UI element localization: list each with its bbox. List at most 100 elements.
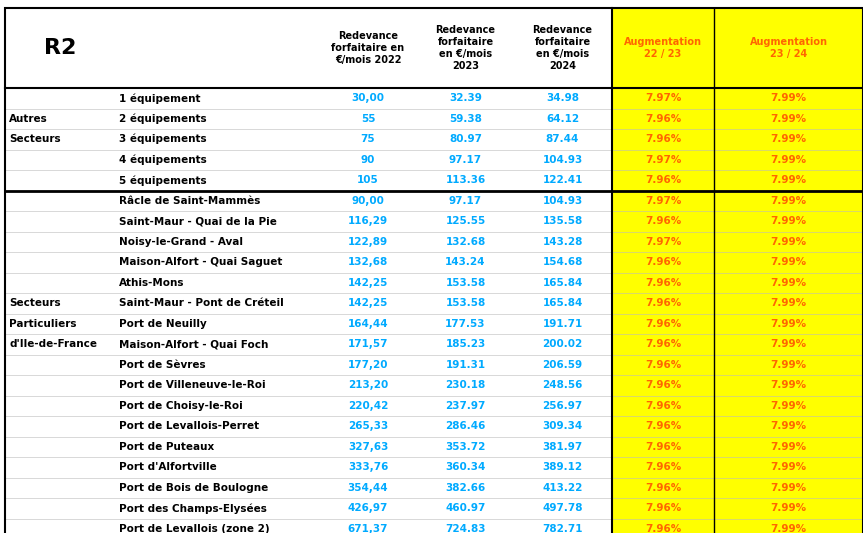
Text: 7.96%: 7.96% bbox=[645, 134, 681, 144]
Text: Autres: Autres bbox=[9, 114, 47, 124]
Text: 4 équipements: 4 équipements bbox=[119, 155, 207, 165]
Text: 7.99%: 7.99% bbox=[771, 216, 807, 226]
Text: 165.84: 165.84 bbox=[542, 298, 583, 308]
Text: 153.58: 153.58 bbox=[445, 298, 486, 308]
Text: 177.53: 177.53 bbox=[445, 319, 486, 329]
Text: 142,25: 142,25 bbox=[348, 278, 388, 288]
Text: 7.99%: 7.99% bbox=[771, 237, 807, 247]
Text: 7.96%: 7.96% bbox=[645, 503, 681, 513]
Text: 113.36: 113.36 bbox=[445, 175, 486, 185]
Text: 191.71: 191.71 bbox=[542, 319, 583, 329]
Text: 90,00: 90,00 bbox=[351, 196, 384, 206]
Text: 116,29: 116,29 bbox=[348, 216, 388, 226]
Text: 7.96%: 7.96% bbox=[645, 421, 681, 431]
Text: 497.78: 497.78 bbox=[542, 503, 583, 513]
Text: Maison-Alfort - Quai Saguet: Maison-Alfort - Quai Saguet bbox=[119, 257, 282, 267]
Text: 230.18: 230.18 bbox=[445, 380, 486, 390]
Text: Noisy-le-Grand - Aval: Noisy-le-Grand - Aval bbox=[119, 237, 243, 247]
Text: Port des Champs-Elysées: Port des Champs-Elysées bbox=[119, 503, 267, 513]
Text: 360.34: 360.34 bbox=[445, 462, 486, 472]
Text: 125.55: 125.55 bbox=[445, 216, 486, 226]
Text: Port de Bois de Boulogne: Port de Bois de Boulogne bbox=[119, 483, 268, 492]
Text: 7.99%: 7.99% bbox=[771, 319, 807, 329]
Text: 220,42: 220,42 bbox=[348, 401, 388, 411]
Text: 7.99%: 7.99% bbox=[771, 93, 807, 103]
Text: 389.12: 389.12 bbox=[543, 462, 583, 472]
Text: 7.96%: 7.96% bbox=[645, 339, 681, 349]
Text: 97.17: 97.17 bbox=[449, 196, 482, 206]
Text: Saint-Maur - Quai de la Pie: Saint-Maur - Quai de la Pie bbox=[119, 216, 277, 226]
Text: 104.93: 104.93 bbox=[542, 155, 583, 165]
Text: 382.66: 382.66 bbox=[445, 483, 486, 492]
Text: 7.99%: 7.99% bbox=[771, 114, 807, 124]
Text: 7.96%: 7.96% bbox=[645, 462, 681, 472]
Text: 248.56: 248.56 bbox=[542, 380, 583, 390]
Text: 7.99%: 7.99% bbox=[771, 503, 807, 513]
Text: 237.97: 237.97 bbox=[445, 401, 486, 411]
Text: Port de Sèvres: Port de Sèvres bbox=[119, 360, 205, 370]
Text: 309.34: 309.34 bbox=[542, 421, 583, 431]
Text: 200.02: 200.02 bbox=[542, 339, 583, 349]
Text: Port de Neuilly: Port de Neuilly bbox=[119, 319, 207, 329]
Text: 32.39: 32.39 bbox=[449, 93, 482, 103]
Text: 256.97: 256.97 bbox=[542, 401, 583, 411]
Text: 7.97%: 7.97% bbox=[645, 93, 681, 103]
Text: Redevance
forfaitaire en
€/mois 2022: Redevance forfaitaire en €/mois 2022 bbox=[331, 31, 405, 65]
Text: 75: 75 bbox=[361, 134, 375, 144]
Text: 782.71: 782.71 bbox=[542, 524, 583, 533]
Text: 7.99%: 7.99% bbox=[771, 175, 807, 185]
Text: 97.17: 97.17 bbox=[449, 155, 482, 165]
Text: 1 équipement: 1 équipement bbox=[119, 93, 200, 103]
Text: 143.24: 143.24 bbox=[445, 257, 486, 267]
Text: 7.96%: 7.96% bbox=[645, 524, 681, 533]
Text: 165.84: 165.84 bbox=[542, 278, 583, 288]
Text: 671,37: 671,37 bbox=[348, 524, 388, 533]
Text: 105: 105 bbox=[357, 175, 379, 185]
Text: 5 équipements: 5 équipements bbox=[119, 175, 206, 185]
Text: 7.99%: 7.99% bbox=[771, 483, 807, 492]
Text: Râcle de Saint-Mammès: Râcle de Saint-Mammès bbox=[119, 196, 261, 206]
Text: 327,63: 327,63 bbox=[348, 442, 388, 452]
Text: 80.97: 80.97 bbox=[449, 134, 482, 144]
Text: 7.96%: 7.96% bbox=[645, 114, 681, 124]
Text: 104.93: 104.93 bbox=[542, 196, 583, 206]
Text: 7.99%: 7.99% bbox=[771, 360, 807, 370]
Text: 64.12: 64.12 bbox=[546, 114, 579, 124]
Text: 7.99%: 7.99% bbox=[771, 196, 807, 206]
Text: Port de Villeneuve-le-Roi: Port de Villeneuve-le-Roi bbox=[119, 380, 266, 390]
Text: 177,20: 177,20 bbox=[348, 360, 388, 370]
Text: 381.97: 381.97 bbox=[542, 442, 583, 452]
Text: 7.99%: 7.99% bbox=[771, 462, 807, 472]
Bar bbox=[612, 8, 863, 533]
Text: 7.99%: 7.99% bbox=[771, 380, 807, 390]
Text: 122.41: 122.41 bbox=[542, 175, 583, 185]
Text: 153.58: 153.58 bbox=[445, 278, 486, 288]
Text: d'Ile-de-France: d'Ile-de-France bbox=[9, 339, 97, 349]
Text: 90: 90 bbox=[361, 155, 375, 165]
Text: 354,44: 354,44 bbox=[348, 483, 388, 492]
Text: Port de Choisy-le-Roi: Port de Choisy-le-Roi bbox=[119, 401, 243, 411]
Text: Port de Puteaux: Port de Puteaux bbox=[119, 442, 214, 452]
Text: 7.96%: 7.96% bbox=[645, 216, 681, 226]
Text: 7.99%: 7.99% bbox=[771, 257, 807, 267]
Text: 135.58: 135.58 bbox=[542, 216, 583, 226]
Text: 7.99%: 7.99% bbox=[771, 339, 807, 349]
Text: 7.99%: 7.99% bbox=[771, 134, 807, 144]
Text: 2 équipements: 2 équipements bbox=[119, 114, 206, 124]
Text: 7.97%: 7.97% bbox=[645, 155, 681, 165]
Text: Redevance
forfaitaire
en €/mois
2023: Redevance forfaitaire en €/mois 2023 bbox=[436, 25, 495, 71]
Text: 7.99%: 7.99% bbox=[771, 524, 807, 533]
Text: Port d'Alfortville: Port d'Alfortville bbox=[119, 462, 217, 472]
Text: Secteurs: Secteurs bbox=[9, 134, 60, 144]
Text: 191.31: 191.31 bbox=[445, 360, 486, 370]
Text: 7.96%: 7.96% bbox=[645, 298, 681, 308]
Text: 7.96%: 7.96% bbox=[645, 483, 681, 492]
Text: 7.97%: 7.97% bbox=[645, 237, 681, 247]
Text: Secteurs: Secteurs bbox=[9, 298, 60, 308]
Text: 7.96%: 7.96% bbox=[645, 257, 681, 267]
Text: 30,00: 30,00 bbox=[351, 93, 385, 103]
Text: Redevance
forfaitaire
en €/mois
2024: Redevance forfaitaire en €/mois 2024 bbox=[532, 25, 593, 71]
Text: Saint-Maur - Pont de Créteil: Saint-Maur - Pont de Créteil bbox=[119, 298, 284, 308]
Text: 164,44: 164,44 bbox=[348, 319, 388, 329]
Text: 213,20: 213,20 bbox=[348, 380, 388, 390]
